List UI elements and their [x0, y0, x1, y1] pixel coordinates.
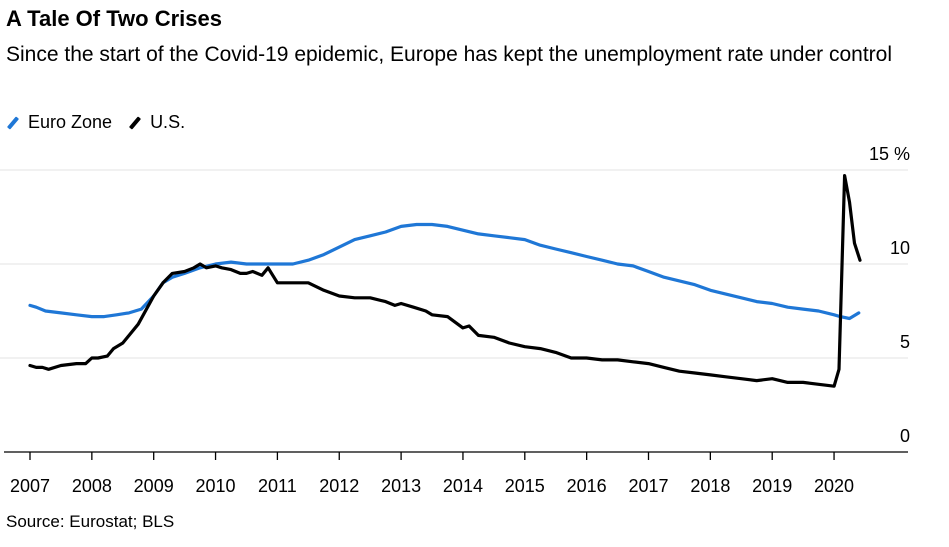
chart-subtitle: Since the start of the Covid-19 epidemic…: [6, 43, 892, 66]
grid-lines: [0, 169, 908, 359]
x-tick-label-2008: 2008: [72, 476, 112, 496]
x-tick-label-2011: 2011: [258, 476, 297, 496]
x-tick-label-2016: 2016: [567, 476, 607, 496]
x-tick-label-2010: 2010: [196, 476, 236, 496]
series-line-u-s: [28, 174, 862, 388]
x-tick-label-2014: 2014: [443, 476, 483, 496]
chart-legend: Euro Zone U.S.: [6, 112, 201, 133]
x-tick-label-2020: 2020: [814, 476, 854, 496]
x-tick-label-2007: 2007: [10, 476, 50, 496]
legend-item-euro-zone: Euro Zone: [6, 112, 112, 133]
y-tick-label-15: 15 %: [869, 144, 910, 164]
source-note: Source: Eurostat; BLS: [6, 512, 175, 531]
series-line-euro-zone: [28, 222, 861, 321]
series-lines: [28, 174, 862, 388]
legend-label-us: U.S.: [150, 112, 186, 132]
x-tick-label-2009: 2009: [134, 476, 174, 496]
legend-label-euro-zone: Euro Zone: [28, 112, 113, 132]
x-axis: 2007 2008 2009 2010 2011 2012 2013 2014 2015 2016…: [4, 451, 908, 496]
x-tick-label-2013: 2013: [381, 476, 421, 496]
y-tick-label-0: 0: [900, 426, 910, 446]
legend-item-us: U.S.: [128, 112, 185, 133]
x-tick-label-2019: 2019: [752, 476, 792, 496]
y-tick-label-5: 5: [900, 332, 910, 352]
y-axis-tick-labels: 0 5 10 15 %: [869, 144, 910, 446]
x-tick-label-2018: 2018: [690, 476, 730, 496]
x-tick-label-2012: 2012: [319, 476, 359, 496]
x-tick-label-2017: 2017: [628, 476, 668, 496]
y-tick-label-10: 10: [890, 238, 910, 258]
chart-title: A Tale Of Two Crises: [6, 6, 222, 31]
x-tick-label-2015: 2015: [505, 476, 545, 496]
